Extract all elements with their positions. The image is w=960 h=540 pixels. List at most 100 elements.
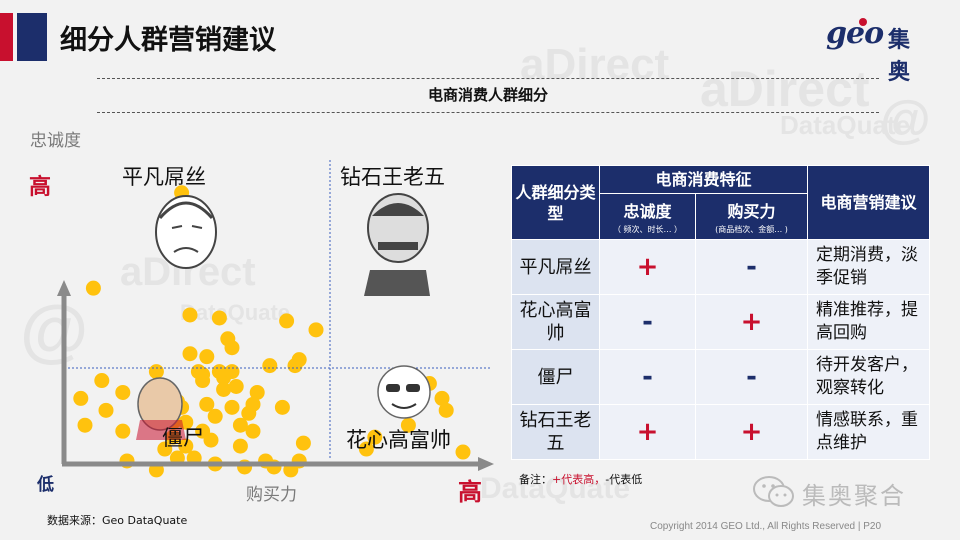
quadrant-label-top-right: 钻石王老五 (340, 165, 445, 189)
persona-playboy-illustration (377, 365, 431, 419)
col-header-segment: 人群细分类型 (511, 165, 600, 240)
scatter-point (291, 352, 307, 368)
scatter-point (94, 373, 110, 389)
scatter-point (182, 307, 198, 323)
scatter-point (400, 417, 416, 433)
scatter-point (98, 402, 114, 418)
loyalty-mark: + (599, 404, 696, 460)
wechat-icon (753, 476, 794, 507)
table-row: 钻石王老五 + + 情感联系，重点维护 (511, 404, 931, 460)
scatter-point (85, 280, 101, 296)
scatter-point (358, 441, 374, 457)
col-header-loyalty: 忠诚度 （ 频次、时长… ） (599, 193, 696, 240)
scatter-point (232, 417, 248, 433)
scatter-point (203, 432, 219, 448)
quadrant-label-bottom-right: 花心高富帅 (346, 428, 451, 452)
loyalty-mark: - (599, 294, 696, 350)
quadrant-label-bottom-left: 僵尸 (162, 426, 204, 450)
footnote-minus: -代表低 (605, 473, 643, 486)
watermark-text: DataQuate (780, 110, 911, 140)
col-header-purchasing-note: (商品档次、金额… ) (715, 225, 788, 234)
scatter-point (115, 384, 131, 400)
y-axis-label: 忠诚度 (30, 131, 81, 151)
purchasing-mark: + (694, 294, 809, 350)
marketing-advice: 情感联系，重点维护 (807, 404, 931, 460)
scatter-point (211, 310, 227, 326)
purchasing-mark: - (694, 239, 809, 295)
segmentation-scatter-chart: 忠诚度 高 低 购买力 高 平凡屌丝 钻石王老五 僵尸 花心高富帅 (29, 131, 494, 506)
x-axis-label: 购买力 (246, 485, 297, 505)
scatter-point (228, 378, 244, 394)
scatter-point (434, 390, 450, 406)
scatter-point (178, 438, 194, 454)
segment-name: 钻石王老五 (511, 404, 600, 460)
logo-dot-icon (859, 18, 867, 26)
segment-name: 花心高富帅 (511, 294, 600, 350)
scatter-point (279, 313, 295, 329)
scatter-point (262, 358, 278, 374)
scatter-points (73, 185, 471, 478)
title-accent-bar-red (0, 13, 13, 61)
col-header-advice: 电商营销建议 (807, 165, 931, 240)
scatter-point (157, 441, 173, 457)
y-axis-arrow-icon (57, 280, 71, 296)
col-header-loyalty-note: （ 频次、时长… ） (612, 225, 683, 234)
persona-diamond-bachelor-illustration (364, 193, 430, 296)
scatter-point (295, 435, 311, 451)
segment-name: 僵尸 (511, 349, 600, 405)
section-heading: 电商消费人群细分 (427, 86, 548, 104)
purchasing-mark: + (694, 404, 809, 460)
col-header-feature-group: 电商消费特征 (598, 165, 809, 194)
scatter-point (367, 429, 383, 445)
loyalty-mark: + (599, 239, 696, 295)
divider-bottom (97, 112, 879, 113)
segment-name: 平凡屌丝 (511, 239, 600, 295)
scatter-point (249, 384, 265, 400)
scatter-point (182, 346, 198, 362)
footnote-plus: +代表高， (552, 473, 606, 486)
scatter-point (438, 402, 454, 418)
segment-feature-table: 人群细分类型 电商消费特征 电商营销建议 忠诚度 （ 频次、时长… ） 购买力 … (511, 165, 931, 460)
title-accent-bar-navy (17, 13, 47, 61)
quadrant-label-top-left: 平凡屌丝 (122, 165, 206, 189)
scatter-point (148, 364, 164, 380)
scatter-point (224, 340, 240, 356)
divider-top (97, 78, 879, 79)
table-row: 花心高富帅 - + 精准推荐，提高回购 (511, 294, 931, 350)
watermark-text: @ (880, 91, 931, 149)
y-axis-high-label: 高 (29, 174, 51, 200)
scatter-point (224, 399, 240, 415)
table-footnote: 备注：+代表高，-代表低 (519, 471, 642, 487)
x-axis-high-label: 高 (458, 478, 482, 506)
table-row: 僵尸 - - 待开发客户，观察转化 (511, 349, 931, 405)
col-header-loyalty-label: 忠诚度 (623, 202, 672, 221)
persona-diaosi-illustration (155, 195, 217, 269)
scatter-point (216, 381, 232, 397)
wechat-account-name: 集奥聚合 (802, 482, 906, 510)
copyright-text: Copyright 2014 GEO Ltd., All Rights Rese… (650, 521, 882, 532)
scatter-point (207, 408, 223, 424)
x-axis-arrow-icon (478, 457, 494, 471)
wechat-watermark: 集奥聚合 (752, 474, 942, 510)
y-axis-low-label: 低 (36, 474, 54, 495)
logo-latin: geo (826, 16, 884, 51)
scatter-point (211, 364, 227, 380)
scatter-point (232, 438, 248, 454)
logo-chinese: 集奥 (888, 28, 911, 85)
marketing-advice: 定期消费，淡季促销 (807, 239, 931, 295)
loyalty-mark: - (599, 349, 696, 405)
marketing-advice: 待开发客户，观察转化 (807, 349, 931, 405)
col-header-purchasing: 购买力 (商品档次、金额… ) (694, 193, 809, 240)
scatter-point (241, 405, 257, 421)
scatter-point (245, 423, 261, 439)
scatter-point (199, 349, 215, 365)
scatter-point (274, 399, 290, 415)
scatter-point (115, 423, 131, 439)
persona-zombie-illustration (136, 377, 186, 440)
scatter-point (73, 390, 89, 406)
scatter-point (199, 396, 215, 412)
data-source: 数据来源：Geo DataQuate (47, 514, 188, 527)
scatter-point (455, 444, 471, 460)
purchasing-mark: - (694, 349, 809, 405)
col-header-purchasing-label: 购买力 (727, 202, 776, 221)
